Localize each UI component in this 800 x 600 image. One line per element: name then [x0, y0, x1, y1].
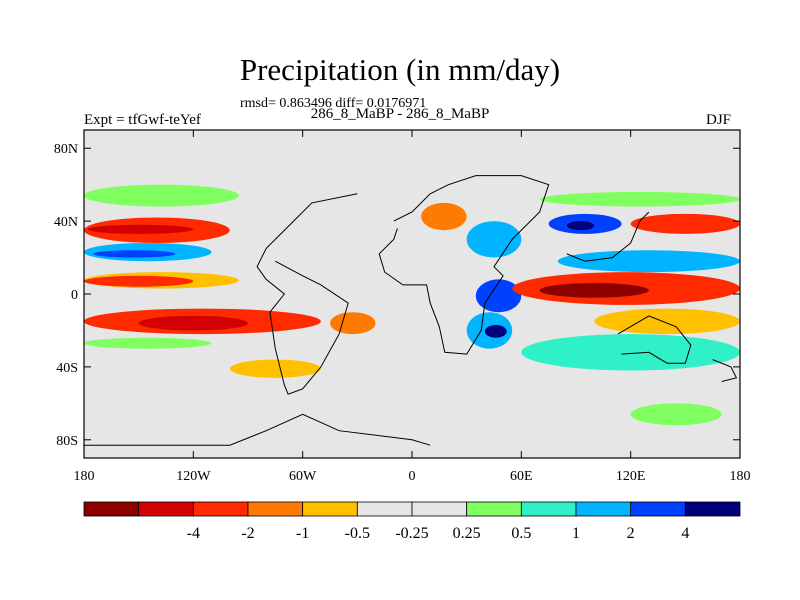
- colorbar-box: [83, 501, 140, 517]
- anomaly-patch: [421, 202, 467, 231]
- anomaly-patch: [93, 250, 176, 258]
- x-tick-label: 60E: [510, 469, 533, 484]
- coastline: [256, 193, 358, 395]
- colorbar-box: [630, 501, 686, 517]
- colorbar-box: [575, 501, 632, 517]
- colorbar-label: -1: [296, 525, 309, 542]
- colorbar-box: [411, 501, 468, 517]
- anomaly-patch: [484, 324, 507, 338]
- colorbar-box: [138, 501, 194, 517]
- colorbar-box: [356, 501, 413, 517]
- y-tick-label: 80N: [54, 142, 78, 157]
- colorbar-label: 4: [681, 525, 689, 542]
- season-label: DJF: [706, 112, 732, 128]
- chart-subtitle: 286_8_MaBP - 286_8_MaBP: [310, 106, 490, 122]
- chart-title: Precipitation (in mm/day): [239, 52, 561, 87]
- coastline: [378, 175, 550, 355]
- anomaly-patch: [630, 213, 740, 234]
- anomaly-patch: [539, 283, 649, 298]
- colorbar-label: 1: [572, 525, 580, 542]
- anomaly-patch: [84, 337, 212, 349]
- coastline: [566, 211, 650, 262]
- colorbar-box: [247, 501, 304, 517]
- x-tick-label: 60W: [289, 469, 317, 484]
- y-tick-label: 40S: [56, 361, 78, 376]
- anomaly-patch: [539, 191, 740, 207]
- colorbar-label: -4: [187, 525, 200, 542]
- colorbar-label: -0.25: [395, 525, 428, 542]
- y-tick-label: 40N: [54, 215, 78, 230]
- x-tick-label: 0: [409, 469, 416, 484]
- colorbar-label: -2: [241, 525, 254, 542]
- anomaly-patch: [475, 279, 522, 313]
- colorbar-label: 0.25: [453, 525, 481, 542]
- colorbar-label: 2: [627, 525, 635, 542]
- anomaly-patch: [466, 221, 522, 258]
- anomaly-patch: [330, 312, 376, 335]
- colorbar-box: [302, 501, 358, 517]
- x-tick-label: 180: [74, 469, 95, 484]
- y-tick-label: 80S: [56, 434, 78, 449]
- coastline: [84, 413, 431, 446]
- anomaly-patch: [594, 308, 740, 335]
- colorbar-label: 0.5: [511, 525, 531, 542]
- coastline: [712, 359, 738, 382]
- experiment-label: Expt = tfGwf-teYef: [84, 112, 201, 128]
- x-tick-label: 120W: [176, 469, 211, 484]
- colorbar-label: -0.5: [345, 525, 370, 542]
- anomaly-patch: [138, 315, 248, 331]
- stats-text: rmsd= 0.863496 diff= 0.0176971: [240, 96, 427, 111]
- anomaly-patch: [630, 403, 722, 426]
- anomaly-layer: [84, 175, 740, 446]
- anomaly-patch: [521, 334, 740, 371]
- colorbar-box: [684, 501, 741, 517]
- anomaly-patch: [566, 221, 595, 231]
- colorbar-box: [192, 501, 249, 517]
- y-tick-label: 0: [71, 288, 78, 303]
- x-tick-label: 120E: [616, 469, 646, 484]
- x-tick-label: 180: [730, 469, 751, 484]
- coastline: [617, 315, 692, 364]
- anomaly-patch: [557, 250, 740, 273]
- anomaly-patch: [84, 275, 194, 287]
- colorbar-box: [466, 501, 522, 517]
- anomaly-patch: [229, 359, 321, 378]
- anomaly-patch: [87, 224, 194, 234]
- anomaly-patch: [84, 184, 239, 207]
- colorbar-box: [520, 501, 577, 517]
